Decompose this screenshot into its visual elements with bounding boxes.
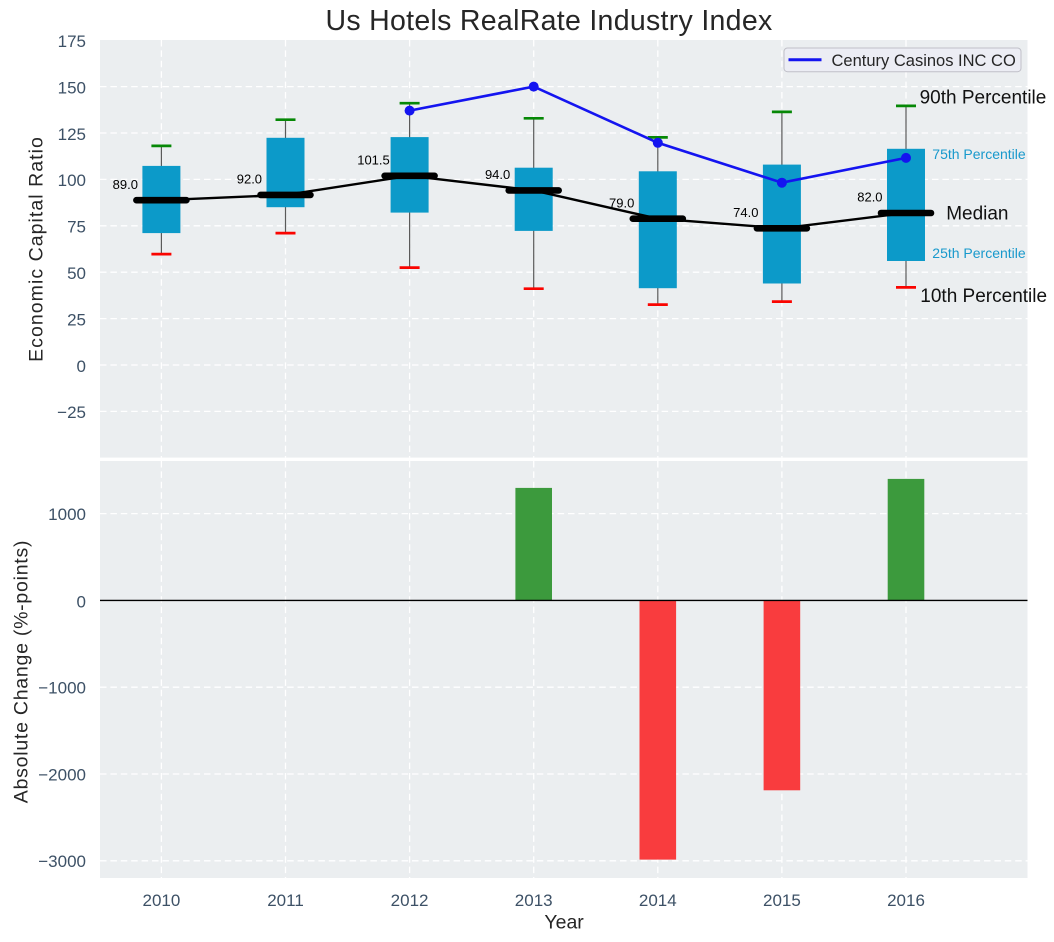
svg-text:2015: 2015	[763, 891, 801, 910]
svg-text:0: 0	[77, 592, 86, 611]
svg-text:1000: 1000	[48, 505, 86, 524]
svg-text:175: 175	[58, 32, 86, 51]
svg-text:0: 0	[77, 357, 86, 376]
svg-text:89.0: 89.0	[113, 177, 138, 192]
svg-text:94.0: 94.0	[485, 167, 510, 182]
svg-text:75th Percentile: 75th Percentile	[932, 146, 1026, 162]
svg-text:79.0: 79.0	[609, 195, 634, 210]
svg-text:25: 25	[67, 310, 86, 329]
svg-text:10th Percentile: 10th Percentile	[920, 286, 1047, 307]
svg-text:100: 100	[58, 171, 86, 190]
svg-text:125: 125	[58, 125, 86, 144]
svg-text:Us Hotels RealRate Industry In: Us Hotels RealRate Industry Index	[325, 5, 772, 37]
svg-text:−25: −25	[57, 403, 86, 422]
svg-text:Century Casinos INC CO: Century Casinos INC CO	[832, 52, 1016, 70]
svg-text:Economic Capital Ratio: Economic Capital Ratio	[25, 136, 47, 362]
svg-text:25th Percentile: 25th Percentile	[932, 245, 1026, 261]
svg-text:2011: 2011	[267, 891, 304, 910]
svg-text:Median: Median	[946, 203, 1008, 224]
svg-text:2016: 2016	[887, 891, 925, 910]
svg-text:−3000: −3000	[38, 852, 86, 871]
svg-text:74.0: 74.0	[733, 205, 758, 220]
svg-text:92.0: 92.0	[237, 172, 262, 187]
svg-text:Year: Year	[544, 912, 584, 934]
svg-text:2013: 2013	[515, 891, 553, 910]
svg-text:150: 150	[58, 78, 86, 97]
svg-text:Absolute Change (%-points): Absolute Change (%-points)	[11, 540, 33, 803]
svg-text:75: 75	[67, 218, 86, 237]
svg-text:90th Percentile: 90th Percentile	[920, 88, 1047, 109]
svg-text:50: 50	[67, 264, 86, 283]
svg-text:2014: 2014	[639, 891, 677, 910]
svg-text:2010: 2010	[142, 891, 180, 910]
svg-text:82.0: 82.0	[857, 190, 882, 205]
svg-text:2012: 2012	[391, 891, 429, 910]
svg-text:101.5: 101.5	[357, 153, 390, 168]
svg-text:−1000: −1000	[38, 679, 86, 698]
svg-text:−2000: −2000	[38, 765, 86, 784]
